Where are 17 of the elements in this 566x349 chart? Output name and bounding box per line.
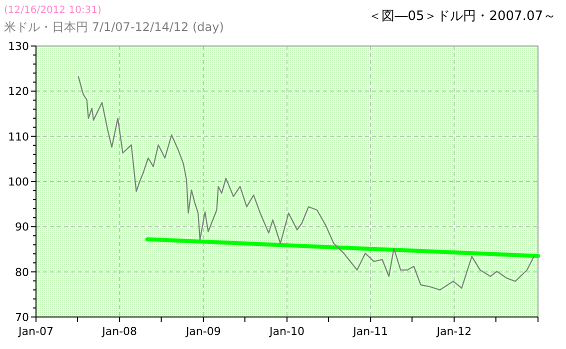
line-series <box>78 76 534 290</box>
y-tick-label: 70 <box>15 311 29 324</box>
x-tick-label: Jan-09 <box>184 325 221 338</box>
x-tick-label: Jan-11 <box>352 325 388 338</box>
y-tick-label: 130 <box>8 40 29 53</box>
x-tick-label: Jan-12 <box>436 325 472 338</box>
y-tick-label: 110 <box>8 130 29 144</box>
text: (12/16/2012 10:31) <box>4 5 102 16</box>
y-tick-label: 120 <box>8 85 29 98</box>
x-tick-label: Jan-08 <box>101 325 138 338</box>
y-tick-label: 80 <box>15 266 29 279</box>
chart-subtitle: 米ドル・日本円 7/1/07-12/14/12 (day) <box>4 20 224 34</box>
chart-title: ＜図―05＞ドル円・2007.07～ <box>368 9 556 24</box>
y-tick-label: 100 <box>8 176 29 188</box>
x-tick-label: Jan-07 <box>18 325 54 338</box>
y-tick-label: 90 <box>15 220 29 234</box>
x-tick-label: Jan-10 <box>268 325 304 338</box>
